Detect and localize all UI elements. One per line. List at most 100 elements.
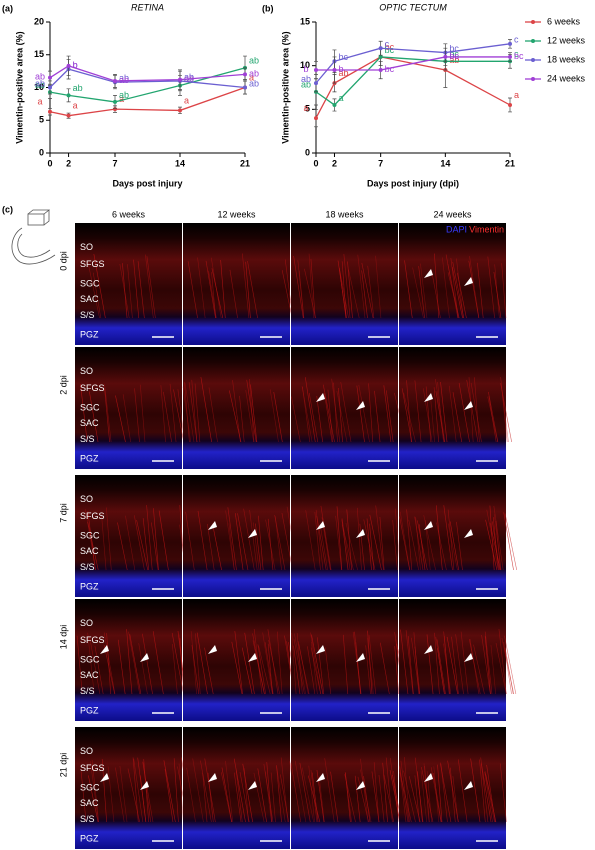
arrowhead [316, 393, 325, 402]
arrowhead [356, 529, 365, 538]
significance-label: a [249, 72, 254, 82]
data-point [113, 78, 117, 83]
fiber [340, 381, 352, 443]
fiber [445, 254, 459, 319]
fiber [455, 634, 464, 695]
significance-label: b [338, 64, 343, 74]
arrowhead [424, 645, 433, 654]
significance-label: ab [184, 74, 194, 84]
fiber [338, 387, 343, 443]
fiber [435, 379, 446, 443]
fiber [322, 384, 335, 443]
significance-label: a [119, 94, 124, 104]
layer-label: S/S [80, 814, 95, 824]
legend-swatch [531, 20, 535, 24]
micrograph-image [399, 347, 512, 469]
fiber [500, 377, 508, 443]
fiber [481, 634, 491, 695]
fiber [293, 256, 304, 319]
fiber [414, 380, 422, 443]
fiber [191, 379, 198, 443]
fiber [435, 391, 445, 443]
fiber [305, 377, 316, 443]
fiber [489, 505, 495, 571]
fiber [281, 270, 293, 319]
fiber [436, 522, 447, 571]
fiber [447, 760, 459, 823]
data-point [48, 85, 52, 90]
layer-label: SO [80, 366, 93, 376]
fiber [140, 775, 147, 823]
fiber [280, 757, 289, 823]
fiber [173, 389, 185, 443]
row-label: 2 dpi [58, 375, 68, 395]
fiber [382, 762, 388, 823]
fiber [368, 383, 374, 443]
fiber [93, 253, 106, 319]
layer-label: S/S [80, 562, 95, 572]
fiber [501, 263, 507, 319]
fiber [437, 764, 443, 823]
fiber [503, 641, 512, 695]
layer-label: SAC [80, 670, 99, 680]
fiber [252, 640, 265, 695]
fiber [308, 392, 319, 443]
fiber [418, 266, 425, 319]
fiber [103, 645, 115, 695]
significance-label: c [385, 39, 390, 49]
fiber [267, 518, 274, 571]
fiber [119, 263, 130, 319]
fiber [470, 382, 482, 443]
arrowhead [464, 401, 473, 410]
fiber [490, 645, 497, 695]
fiber [211, 268, 224, 319]
significance-label: bc [514, 51, 524, 61]
fiber [242, 253, 250, 319]
significance-label: a [338, 93, 343, 103]
fiber [415, 516, 421, 571]
fiber [336, 390, 348, 443]
fiber [420, 771, 428, 823]
column-header: 6 weeks [112, 209, 146, 219]
fiber [267, 629, 279, 695]
fiber [187, 261, 198, 319]
layer-label: PGZ [80, 454, 99, 464]
fiber [448, 385, 457, 443]
fiber [310, 632, 321, 695]
fiber [433, 773, 442, 823]
fiber [134, 515, 145, 571]
layer-label: SFGS [80, 763, 105, 773]
fiber [239, 395, 245, 443]
data-point [314, 116, 318, 121]
fiber [221, 767, 233, 823]
image-background [75, 347, 182, 469]
significance-label: b [73, 60, 78, 70]
fiber [356, 385, 365, 443]
fiber [484, 636, 491, 695]
fiber [418, 524, 426, 571]
fiber [316, 515, 327, 571]
fiber [276, 766, 286, 823]
fiber [354, 775, 361, 823]
fiber [411, 637, 420, 695]
fiber [92, 272, 102, 319]
fiber [307, 646, 316, 695]
layer-label: SO [80, 242, 93, 252]
fiber [263, 763, 274, 823]
fiber [436, 639, 446, 695]
fiber [367, 630, 373, 695]
fiber [310, 770, 318, 823]
micrograph-image [399, 223, 507, 345]
fiber [414, 516, 424, 571]
layer-label: PGZ [80, 834, 99, 844]
fiber [414, 646, 421, 695]
fiber [331, 378, 341, 443]
fiber [237, 513, 249, 571]
arrowhead [424, 521, 433, 530]
fiber [310, 259, 316, 319]
y-tick-label: 15 [300, 16, 310, 26]
fiber [142, 518, 150, 571]
arrowhead [464, 653, 473, 662]
row-label: 21 dpi [58, 753, 68, 778]
fiber [293, 638, 305, 695]
